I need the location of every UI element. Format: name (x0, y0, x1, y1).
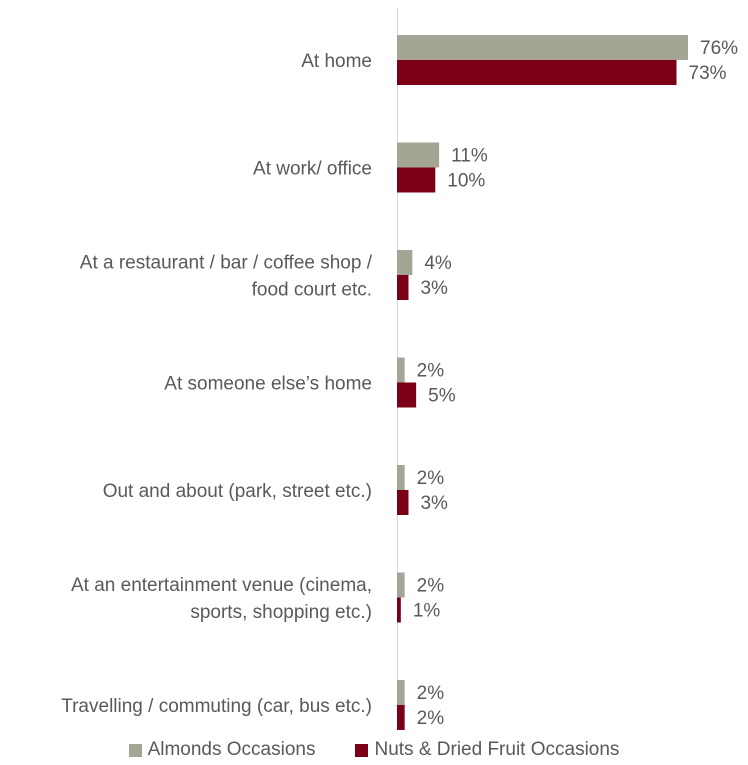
category-label: At someone else’s home (164, 374, 372, 395)
legend-item-almonds: Almonds Occasions (128, 739, 316, 761)
data-label: 10% (447, 171, 485, 192)
legend-swatch-nuts (355, 743, 369, 757)
category-label-line: At a restaurant / bar / coffee shop / (80, 253, 373, 274)
category-label: Out and about (park, street etc.) (103, 481, 372, 502)
bar-nuts (397, 490, 409, 515)
category-label: At an entertainment venue (cinema, sports… (71, 575, 372, 623)
bar-nuts (397, 60, 677, 85)
data-label: 2% (417, 576, 445, 597)
bar-almonds (397, 357, 405, 383)
category-label: At a restaurant / bar / coffee shop / foo… (80, 253, 373, 301)
data-label: 76% (700, 38, 738, 59)
category-label: At work/ office (253, 159, 372, 180)
bar-nuts (397, 597, 401, 623)
data-label: 3% (420, 493, 448, 514)
legend-item-nuts: Nuts & Dried Fruit Occasions (355, 739, 619, 761)
data-label: 1% (413, 601, 441, 622)
bar-almonds (397, 465, 405, 490)
category-label-line: Out and about (park, street etc.) (103, 481, 372, 502)
data-label: 2% (417, 361, 445, 382)
category-label-line: At someone else’s home (164, 374, 372, 395)
legend-swatch-almonds (128, 743, 142, 757)
category-label-line: food court etc. (252, 280, 372, 301)
legend: Almonds Occasions Nuts & Dried Fruit Occ… (0, 736, 748, 764)
data-label: 73% (689, 63, 727, 84)
bar-almonds (397, 680, 405, 705)
legend-label-almonds: Almonds Occasions (147, 739, 316, 760)
legend-label-nuts: Nuts & Dried Fruit Occasions (374, 739, 620, 760)
data-label: 11% (451, 146, 488, 167)
bar-almonds (397, 35, 688, 60)
bar-almonds (397, 250, 413, 275)
data-label: 3% (420, 278, 448, 299)
bar-nuts (397, 382, 417, 408)
bar-chart: At home 76% 73% At work/ office 11% 10% At a r… (61, 8, 738, 730)
data-label: 2% (417, 683, 445, 704)
bar-almonds (397, 572, 405, 598)
data-label: 5% (428, 386, 456, 407)
category-label-line: At home (301, 51, 372, 72)
data-label: 2% (417, 468, 445, 489)
category-label-line: At an entertainment venue (cinema, (71, 575, 372, 596)
data-label: 4% (424, 253, 452, 274)
bar-nuts (397, 167, 436, 193)
category-label: Travelling / commuting (car, bus etc.) (61, 696, 372, 717)
bar-almonds (397, 142, 440, 168)
bar-nuts (397, 705, 405, 730)
category-label-line: Travelling / commuting (car, bus etc.) (61, 696, 372, 717)
data-label: 2% (417, 708, 445, 729)
category-label: At home (301, 51, 372, 72)
category-label-line: sports, shopping etc.) (190, 602, 372, 623)
category-label-line: At work/ office (253, 159, 372, 180)
bar-nuts (397, 275, 409, 300)
